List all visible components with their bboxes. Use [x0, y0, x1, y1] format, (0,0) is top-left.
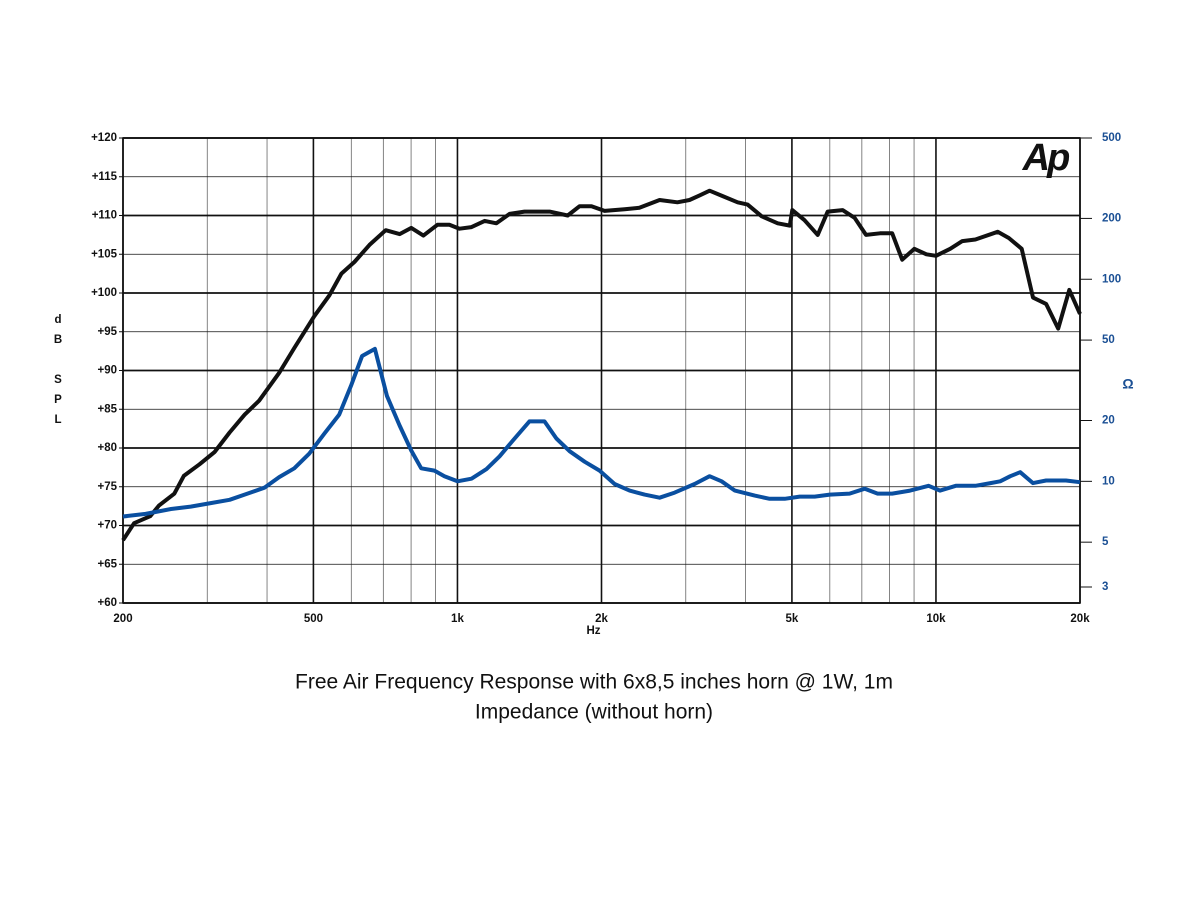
y-tick-label: +120: [91, 132, 117, 144]
x-tick-label: 10k: [926, 613, 946, 625]
x-tick-label: 200: [113, 613, 132, 625]
x-axis-label: Hz: [586, 625, 600, 637]
y-tick-label: +100: [91, 287, 117, 299]
y2-tick-label: 200: [1102, 212, 1121, 224]
y-tick-label: +70: [97, 520, 117, 532]
y2-tick-label: 50: [1102, 334, 1115, 346]
plot-frame: [122, 137, 1081, 604]
y-tick-label: +110: [92, 210, 117, 222]
curves: [121, 188, 1082, 542]
x-tick-label: 1k: [451, 613, 464, 625]
y2-tick-label: 20: [1102, 415, 1115, 427]
y2-tick-label: 500: [1102, 132, 1121, 144]
x-tick-label: 500: [304, 613, 323, 625]
y-tick-label: +105: [91, 248, 118, 260]
y-tick-label: +75: [97, 481, 117, 493]
y-tick-label: +80: [97, 442, 117, 454]
y2-axis-label: Ω: [1122, 376, 1133, 392]
y-tick-label: +60: [97, 597, 117, 609]
series-line: [122, 346, 1081, 519]
y-tick-label: +65: [97, 558, 117, 570]
labels: +60 +65 +70 +75 +80 +85 +90 +95 +100 +105 +110 +115…: [54, 132, 1134, 724]
y2-tick-label: 5: [1102, 536, 1109, 548]
y2-tick-label: 100: [1102, 273, 1121, 285]
logo: Ap: [1022, 137, 1069, 179]
x-tick-label: 2k: [595, 613, 608, 625]
y-tick-label: +90: [97, 365, 117, 377]
y-tick-label: +95: [97, 326, 117, 338]
grid: [119, 137, 1092, 604]
y-tick-label: +115: [92, 171, 118, 183]
x-tick-label: 5k: [786, 613, 799, 625]
x-tick-label: 20k: [1070, 613, 1090, 625]
chart-title: Free Air Frequency Response with 6x8,5 i…: [295, 671, 893, 694]
y-tick-label: +85: [97, 403, 117, 415]
chart-title: Impedance (without horn): [475, 701, 713, 724]
y2-tick-label: 10: [1102, 475, 1115, 487]
y2-tick-label: 3: [1102, 581, 1108, 593]
series-line: [121, 188, 1082, 542]
